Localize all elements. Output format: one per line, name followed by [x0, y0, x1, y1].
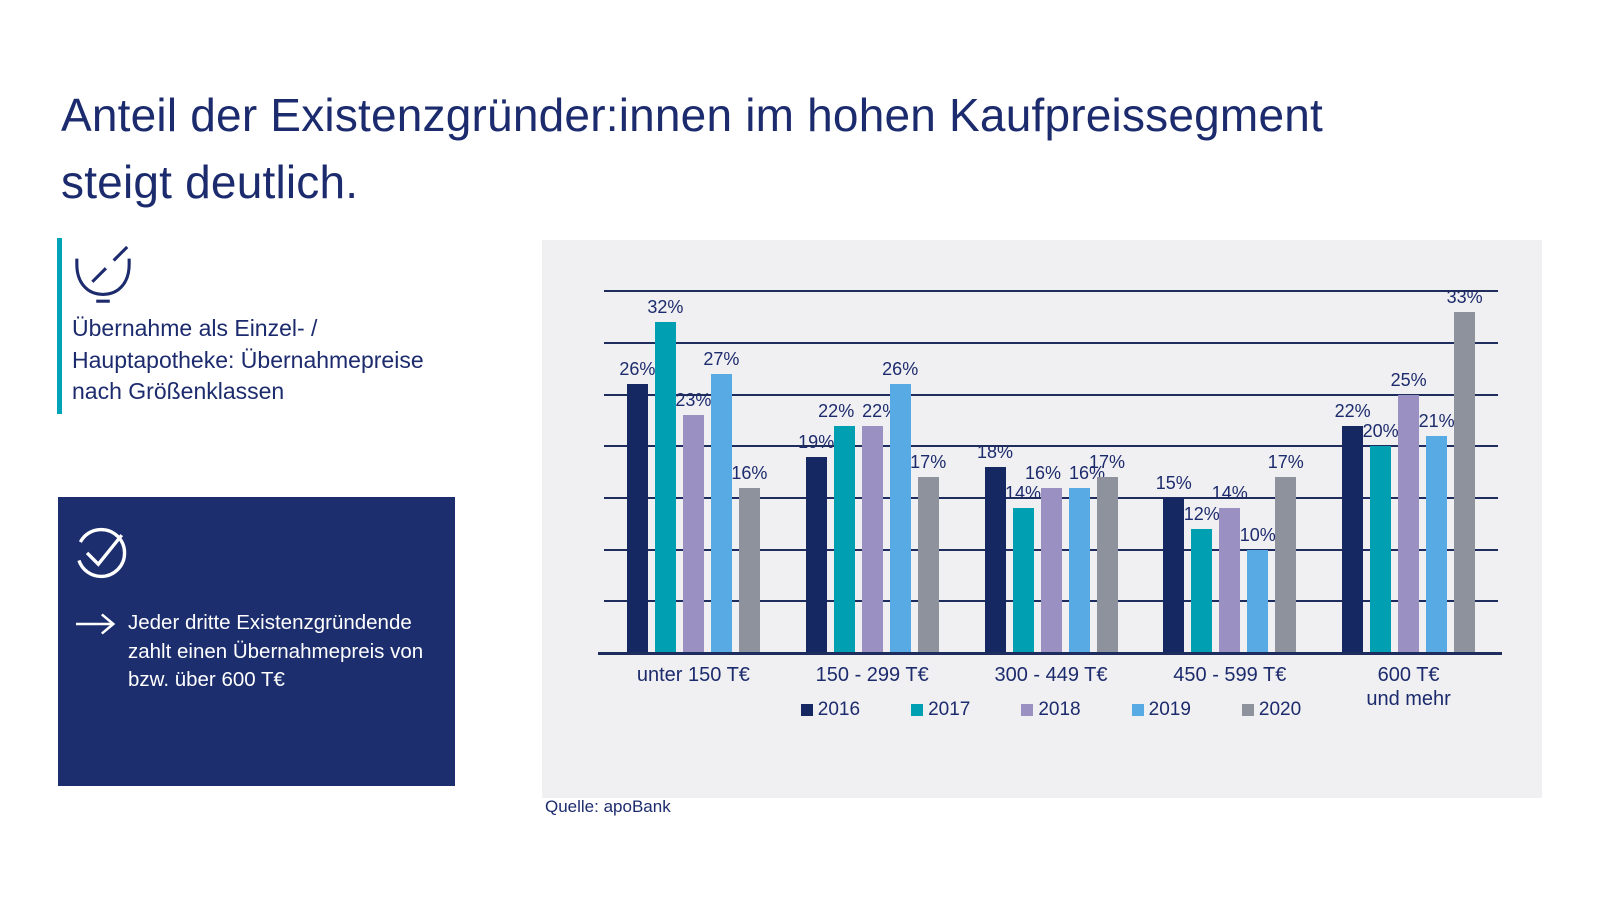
category-label: 300 - 449 T€	[994, 664, 1108, 686]
bar-2016	[984, 466, 1006, 653]
bar-chart: unter 150 T€ 26% 32% 23% 27% 16% 150 - 299 T€ 1…	[542, 240, 1542, 798]
legend-swatch	[1021, 704, 1034, 716]
legend-label: 2016	[817, 699, 861, 720]
bar-2016	[805, 456, 827, 653]
chart-panel: unter 150 T€ 26% 32% 23% 27% 16% 150 - 299 T€ 1…	[542, 240, 1542, 798]
teal-accent-line	[57, 238, 62, 414]
gridline-25pct	[604, 393, 1498, 396]
bar-2018	[1398, 394, 1420, 653]
x-axis-line	[598, 652, 1502, 655]
bar-value-label: 16%	[731, 462, 768, 483]
gridline-35pct	[604, 290, 1498, 293]
chart-legend: 2016 2017 2018 2019 2020	[604, 699, 1498, 721]
bar-value-label: 17%	[910, 452, 947, 473]
category-label: 150 - 299 T€	[815, 664, 929, 686]
callout-text: Jeder dritte Existenzgründende zahlt ein…	[128, 611, 424, 691]
legend-item-2020: 2020	[1241, 699, 1302, 721]
arrow-right-icon	[75, 613, 116, 635]
bar-2019	[1247, 549, 1269, 653]
bar-value-label: 22%	[818, 400, 855, 421]
bar-value-label: 16%	[1024, 462, 1062, 483]
bar-2017	[1012, 508, 1034, 653]
bar-value-label: 26%	[882, 359, 919, 380]
legend-item-2018: 2018	[1021, 699, 1081, 721]
bar-2017	[654, 322, 676, 653]
legend-swatch	[1241, 704, 1254, 716]
bar-value-label: 32%	[647, 297, 684, 318]
bar-value-label: 27%	[703, 348, 740, 369]
bar-2020	[1454, 311, 1476, 653]
legend-label: 2018	[1038, 699, 1081, 720]
bar-2020	[1275, 477, 1297, 653]
bar-2018	[1040, 487, 1062, 653]
bar-2019	[1068, 487, 1090, 653]
bar-value-label: 15%	[1155, 472, 1192, 493]
bar-value-label: 22%	[1334, 400, 1371, 421]
legend-label: 2017	[928, 699, 971, 720]
legend-swatch	[1131, 704, 1144, 716]
category-label: 450 - 599 T€	[1173, 664, 1287, 686]
check-circle-icon	[76, 527, 127, 579]
bar-value-label: 14%	[1211, 483, 1248, 504]
bar-value-label: 10%	[1239, 524, 1276, 545]
category-label: unter 150 T€	[636, 664, 750, 686]
legend-item-2017: 2017	[911, 699, 970, 721]
bar-2019	[1426, 435, 1448, 653]
bar-value-label: 26%	[619, 359, 656, 380]
gridline-20pct	[604, 445, 1498, 448]
callout-box: Jeder dritte Existenzgründende zahlt ein…	[58, 497, 455, 786]
bar-2017	[1191, 528, 1213, 653]
gridline-30pct	[604, 341, 1498, 344]
legend-swatch	[911, 704, 924, 716]
bar-2016	[1163, 497, 1185, 653]
bar-2016	[626, 384, 648, 653]
mortar-pestle-icon	[75, 245, 131, 303]
chart-subtitle: Übernahme als Einzel- / Hauptapotheke: Ü…	[72, 315, 424, 404]
bar-value-label: 20%	[1362, 421, 1399, 442]
source-note: Quelle: apoBank	[545, 797, 671, 816]
page-title: Anteil der Existenzgründer:innen im hohe…	[61, 89, 1324, 208]
bar-value-label: 16%	[1068, 462, 1106, 483]
bar-value-label: 25%	[1390, 369, 1427, 390]
bar-2016	[1342, 425, 1364, 653]
bar-2020	[738, 487, 760, 653]
bar-value-label: 17%	[1088, 452, 1126, 473]
legend-swatch	[800, 704, 813, 716]
bar-value-label: 21%	[1418, 410, 1455, 431]
legend-item-2019: 2019	[1131, 699, 1191, 721]
legend-label: 2019	[1148, 699, 1191, 720]
bar-value-label: 12%	[1183, 503, 1220, 524]
legend-label: 2020	[1258, 699, 1302, 720]
category-label: 600 T€ und mehr	[1366, 664, 1451, 710]
bar-value-label: 22%	[862, 400, 899, 421]
bar-2020	[917, 477, 939, 653]
legend-item-2016: 2016	[800, 699, 861, 721]
bar-2019	[889, 384, 911, 653]
bar-2018	[682, 415, 704, 653]
bar-2018	[861, 425, 883, 653]
bar-2017	[1370, 446, 1392, 653]
bar-2019	[710, 373, 732, 653]
bar-2018	[1219, 508, 1241, 653]
bar-value-label: 17%	[1267, 452, 1304, 473]
bar-2017	[833, 425, 855, 653]
bar-2020	[1096, 477, 1118, 653]
